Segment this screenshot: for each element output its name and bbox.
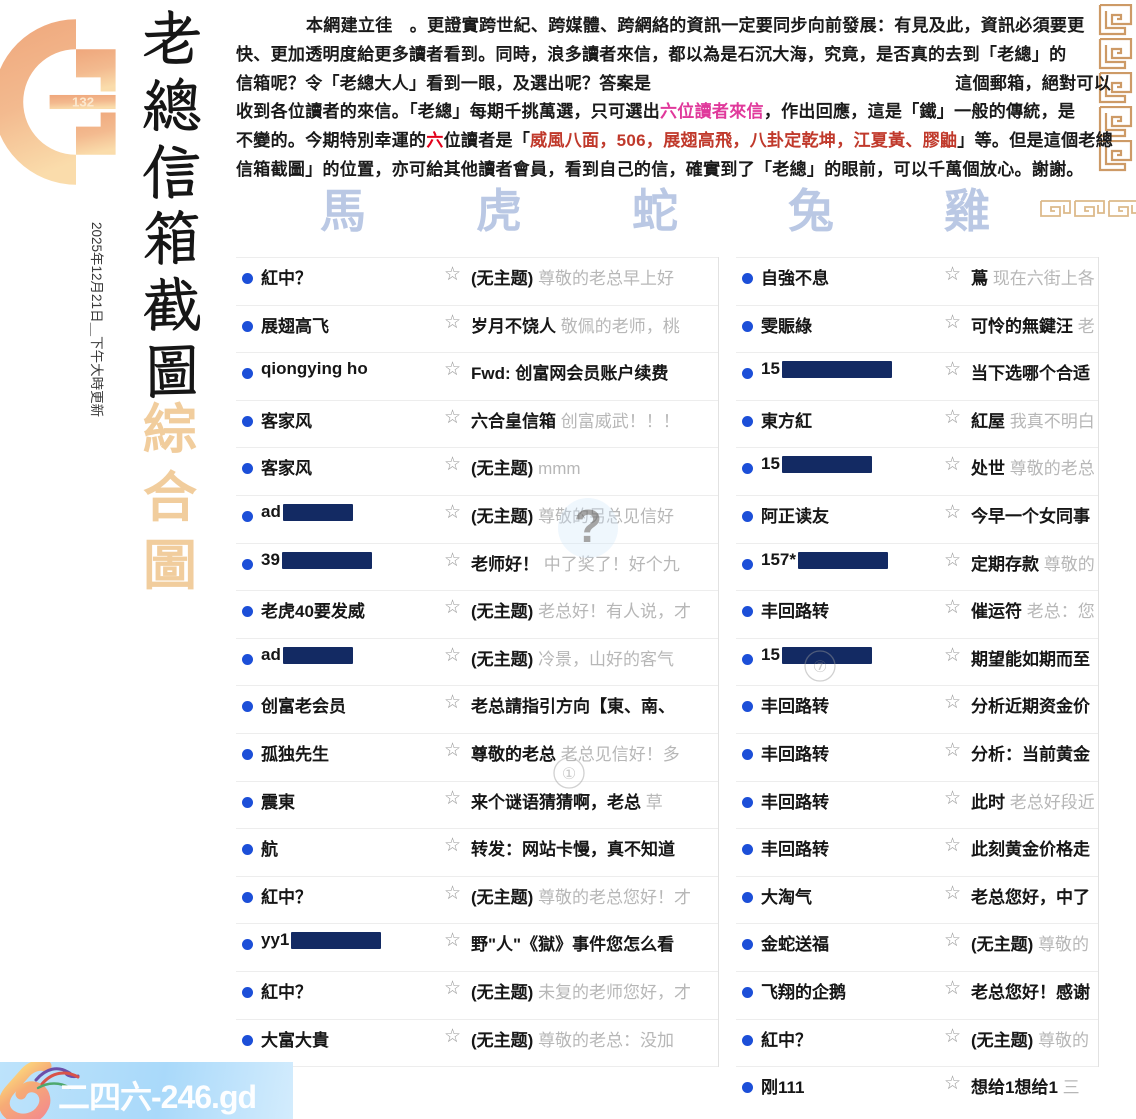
svg-text:①: ① bbox=[562, 766, 576, 783]
svg-text:?: ? bbox=[574, 500, 602, 552]
svg-text:⑦: ⑦ bbox=[813, 659, 827, 676]
